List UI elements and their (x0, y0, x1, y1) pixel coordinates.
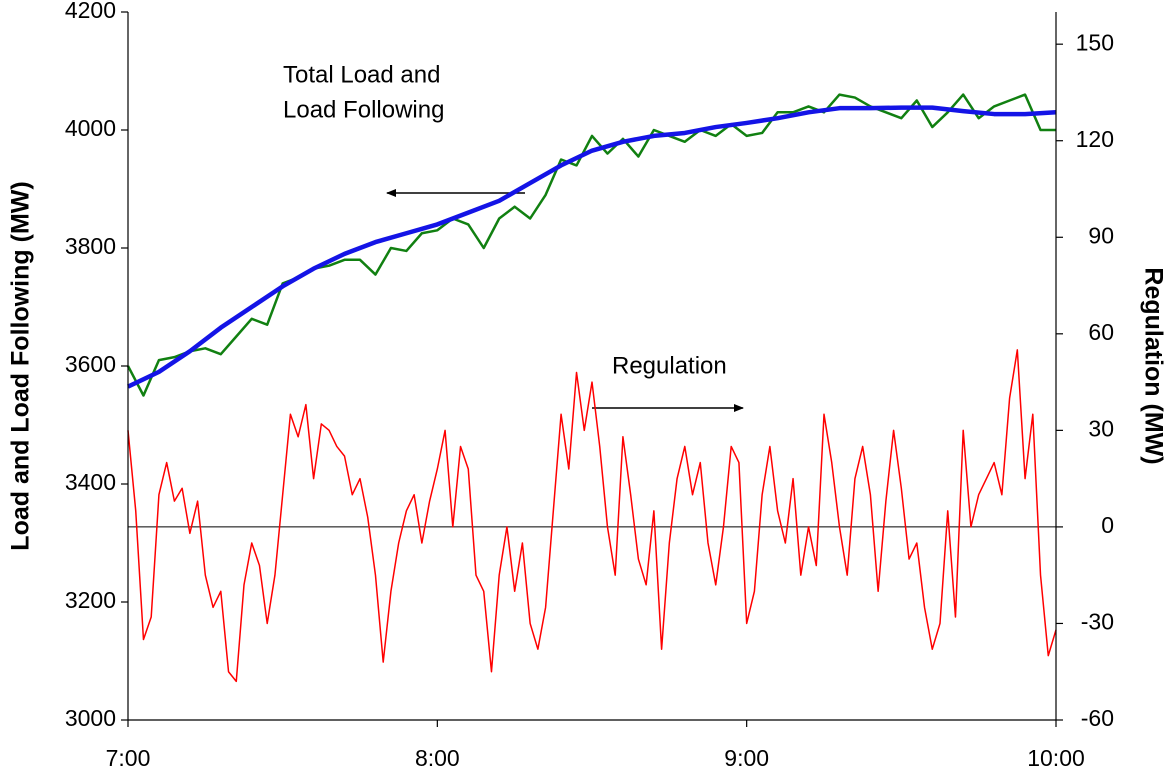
x-tick-label: 7:00 (106, 745, 151, 771)
data-line (127, 349, 1057, 683)
y2-axis-title: Regulation (MW) (1139, 267, 1167, 464)
y2-tick-label: 90 (1088, 222, 1114, 248)
annotation: Regulation (612, 352, 727, 379)
y-tick-label: 3000 (65, 705, 116, 731)
y-axis-title: Load and Load Following (MW) (7, 181, 35, 550)
x-tick-label: 8:00 (415, 745, 460, 771)
x-tick-label: 10:00 (1027, 745, 1085, 771)
y-tick-label: 3600 (65, 351, 116, 377)
y2-tick-label: 120 (1076, 126, 1114, 152)
y2-tick-label: 0 (1101, 512, 1114, 538)
y2-tick-label: 150 (1076, 29, 1114, 55)
annotation: Load Following (283, 96, 444, 123)
y2-tick-label: -30 (1081, 609, 1114, 635)
y-tick-label: 3400 (65, 469, 116, 495)
data-line (126, 93, 1056, 397)
x-tick-label: 9:00 (724, 745, 769, 771)
y-tick-label: 3200 (65, 587, 116, 613)
y-tick-label: 3800 (65, 233, 116, 259)
y-tick-label: 4000 (65, 115, 116, 141)
y2-tick-label: 30 (1088, 415, 1114, 441)
y2-tick-label: -60 (1081, 705, 1114, 731)
y-tick-label: 4200 (65, 0, 116, 23)
data-line (127, 105, 1057, 389)
annotation: Total Load and (283, 61, 440, 88)
y2-tick-label: 60 (1088, 319, 1114, 345)
